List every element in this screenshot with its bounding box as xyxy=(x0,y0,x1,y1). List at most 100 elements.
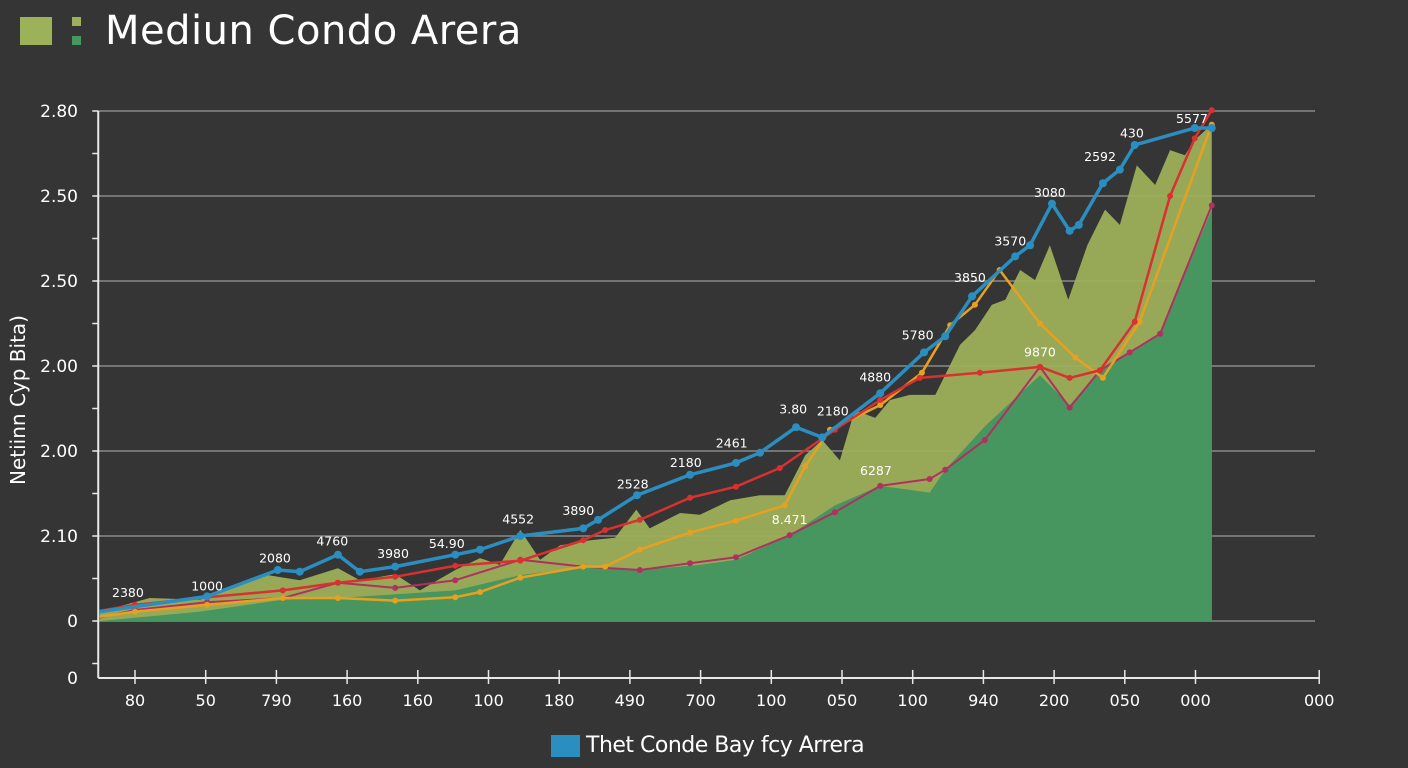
green-area xyxy=(99,209,1212,621)
data-label: 4552 xyxy=(502,511,534,526)
red-line-point xyxy=(452,562,459,569)
magenta-line-point xyxy=(831,509,838,516)
blue-line-point xyxy=(1130,141,1139,149)
orange-line-point xyxy=(204,601,211,608)
magenta-line xyxy=(99,204,1213,619)
blue-line-point xyxy=(755,448,764,457)
orange-line-point xyxy=(602,563,609,570)
magenta-line-point xyxy=(452,577,459,584)
legend-swatch-icon xyxy=(551,734,580,757)
red-line-point xyxy=(392,573,399,580)
data-label: 54.90 xyxy=(429,536,465,551)
red-line-point xyxy=(776,465,783,471)
blue-line-point xyxy=(818,433,827,442)
red-line-point xyxy=(686,494,693,501)
legend: Thet Conde Bay fcy Arrera xyxy=(551,733,865,758)
magenta-line-point xyxy=(636,567,643,573)
orange-line-point xyxy=(971,301,978,308)
magenta-line-point xyxy=(1066,404,1073,411)
orange-line-point xyxy=(334,595,341,602)
x-tick-label: 490 xyxy=(615,691,646,710)
blue-line-point xyxy=(1115,165,1124,174)
orange-line-point xyxy=(392,597,399,604)
data-label: 2380 xyxy=(112,585,144,600)
blue-line-point xyxy=(579,524,588,533)
red-line-point xyxy=(877,397,884,403)
blue-line-point xyxy=(1026,241,1035,250)
data-label: 1000 xyxy=(191,578,223,593)
blue-line-point xyxy=(355,567,364,576)
blue-line-point xyxy=(731,458,740,467)
data-label: 2080 xyxy=(259,550,291,565)
red-line-point xyxy=(1066,374,1073,381)
magenta-line-point xyxy=(392,584,399,591)
orange-line-point xyxy=(802,463,809,470)
magenta-line-point xyxy=(942,466,949,473)
x-tick-label: 000 xyxy=(1180,691,1211,710)
data-label: 3080 xyxy=(1034,185,1066,200)
blue-line-point xyxy=(632,491,641,500)
magenta-line-point xyxy=(926,476,933,483)
blue-line-point xyxy=(391,562,400,571)
blue-line-point xyxy=(451,550,460,559)
data-label: 3980 xyxy=(377,546,409,561)
x-tick-label: 050 xyxy=(827,691,858,710)
x-tick-label: 80 xyxy=(125,691,145,710)
magenta-line-point xyxy=(877,482,884,489)
orange-line-point xyxy=(517,574,524,581)
orange-line-point xyxy=(132,608,138,615)
data-label: 5577 xyxy=(1176,111,1208,126)
red-line-point xyxy=(1208,107,1215,114)
y-tick-label: 2.50 xyxy=(40,272,78,292)
magenta-line-point xyxy=(732,554,739,561)
x-tick-label: 50 xyxy=(196,691,216,710)
blue-line-point xyxy=(876,389,885,398)
orange-line-point xyxy=(636,546,643,553)
chart-title-row: Mediun Condo Arera xyxy=(20,6,522,56)
x-tick-label: 200 xyxy=(1039,691,1070,710)
y-tick-label: 0 xyxy=(67,669,78,689)
data-label: 3890 xyxy=(562,503,594,518)
red-line-point xyxy=(1131,318,1138,325)
blue-line-point xyxy=(273,566,282,574)
blue-line-point xyxy=(516,532,525,540)
y-tick-label: 2.80 xyxy=(40,102,78,122)
red-line-point xyxy=(1167,193,1174,199)
red-line-point xyxy=(1097,367,1104,374)
magenta-line-point xyxy=(981,436,988,443)
x-tick-label: 050 xyxy=(1110,691,1141,710)
x-tick-label: 160 xyxy=(332,691,363,710)
y-tick-label: 2.10 xyxy=(40,527,78,547)
blue-line-point xyxy=(1065,226,1074,235)
orange-line-point xyxy=(1136,318,1143,325)
chart-title: Mediun Condo Arera xyxy=(105,8,522,54)
blue-line-point xyxy=(792,423,801,432)
red-line-point xyxy=(334,579,341,586)
orange-line-point xyxy=(918,369,925,376)
data-label: 2592 xyxy=(1084,149,1116,164)
data-label: 4880 xyxy=(859,369,891,384)
x-tick-label: 940 xyxy=(968,691,999,710)
magenta-line-point xyxy=(686,560,693,567)
data-label: 3.80 xyxy=(779,402,807,417)
orange-line-point xyxy=(686,529,693,536)
orange-line-point xyxy=(1036,320,1043,327)
orange-line-point xyxy=(1099,374,1106,381)
blue-line-point xyxy=(1047,199,1056,208)
red-line-point xyxy=(602,527,609,534)
blue-line-point xyxy=(968,292,977,301)
blue-line-point xyxy=(1098,179,1107,188)
data-label: 430 xyxy=(1120,125,1144,140)
red-line-point xyxy=(732,483,739,490)
data-label: 3570 xyxy=(994,233,1026,248)
blue-line-point xyxy=(1207,124,1216,132)
orange-line-point xyxy=(279,595,286,602)
red-line-point xyxy=(916,374,923,381)
red-line-point xyxy=(1191,135,1198,142)
x-tick-label: 180 xyxy=(544,691,575,710)
data-label: 8.471 xyxy=(772,512,808,527)
orange-line-point xyxy=(1072,354,1079,361)
data-label: 2461 xyxy=(716,436,748,451)
orange-line-point xyxy=(452,594,459,601)
